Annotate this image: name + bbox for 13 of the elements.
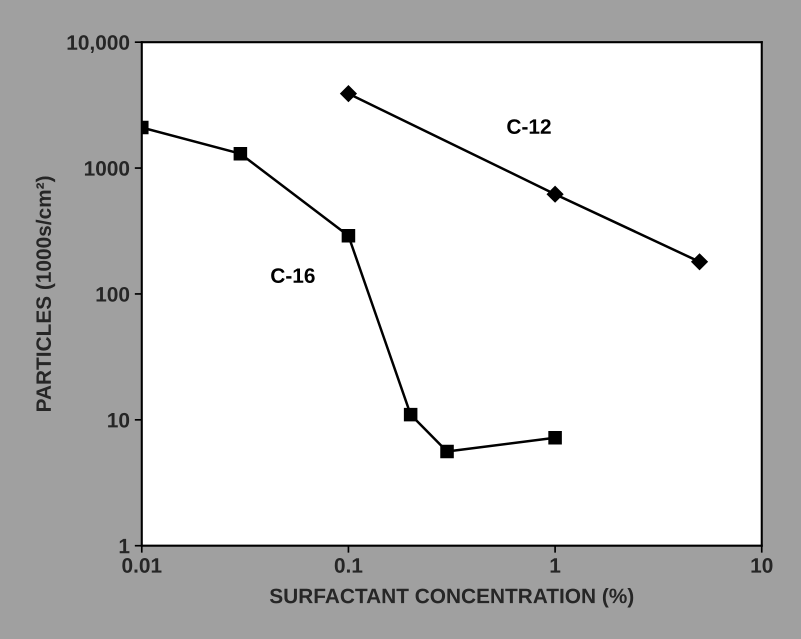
y-tick-label: 10,000 bbox=[68, 35, 130, 53]
series-label: C-16 bbox=[271, 268, 315, 283]
x-axis-title: SURFACTANT CONCENTRATION (%) bbox=[270, 588, 634, 608]
y-tick-label: 1000 bbox=[84, 161, 130, 176]
x-tick-label: 0.01 bbox=[122, 558, 162, 573]
x-tick-label: 10 bbox=[751, 558, 772, 573]
series-label: C-12 bbox=[507, 119, 551, 134]
y-tick-label: 1 bbox=[120, 538, 130, 554]
x-tick-label: 1 bbox=[550, 558, 560, 573]
y-tick-label: 10 bbox=[108, 412, 130, 428]
x-tick-label: 0.1 bbox=[334, 558, 362, 573]
y-axis-title: PARTICLES (1000s/cm²) bbox=[36, 176, 56, 412]
y-tick-label: 100 bbox=[96, 286, 130, 302]
